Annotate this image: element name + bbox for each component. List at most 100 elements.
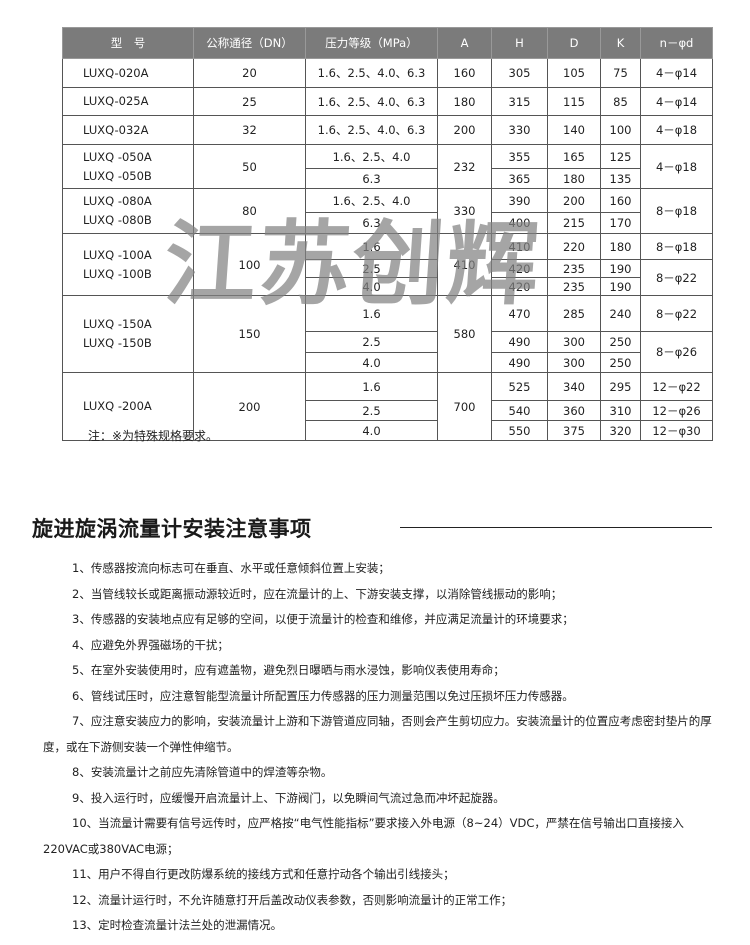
dn-cell: 50 xyxy=(193,144,306,189)
list-item: 1、传感器按流向标志可在垂直、水平或任意倾斜位置上安装； xyxy=(72,561,390,575)
k-cell: 295 xyxy=(600,372,641,401)
h-cell: 355 xyxy=(491,144,548,169)
k-cell: 170 xyxy=(600,212,641,234)
d-cell: 220 xyxy=(547,233,601,260)
table-header-row: 型 号 公称通径（DN） 压力等级（MPa） A H D K n－φd xyxy=(62,27,713,59)
list-item: 5、在室外安装使用时，应有遮盖物，避免烈日曝晒与雨水浸蚀，影响仪表使用寿命； xyxy=(72,663,505,677)
list-item: 7、应注意安装应力的影响，安装流量计上游和下游管道应同轴，否则会产生剪切应力。安… xyxy=(43,714,712,754)
a-cell: 330 xyxy=(437,188,492,234)
a-cell: 580 xyxy=(437,295,492,373)
spec-table: 型 号 公称通径（DN） 压力等级（MPa） A H D K n－φd LUXQ… xyxy=(62,27,713,441)
h-cell: 420 xyxy=(491,259,548,278)
d-cell: 360 xyxy=(547,400,601,421)
list-item: 10、当流量计需要有信号远传时，应严格按“电气性能指标”要求接入外电源（8~24… xyxy=(43,816,684,856)
a-cell: 700 xyxy=(437,372,492,441)
pressure-cell: 1.6、2.5、4.0 xyxy=(305,144,438,169)
dn-cell: 100 xyxy=(193,233,306,296)
pressure-cell: 1.6 xyxy=(305,233,438,260)
k-cell: 135 xyxy=(600,168,641,189)
d-cell: 300 xyxy=(547,331,601,353)
table-row: LUXQ -100A LUXQ -100B 100 1.6 410 410 220 180 8－… xyxy=(62,233,713,296)
n-phi-d-cell: 8－φ18 xyxy=(640,233,713,260)
h-cell: 315 xyxy=(491,87,548,116)
h-cell: 490 xyxy=(491,352,548,373)
a-cell: 200 xyxy=(437,115,492,145)
k-cell: 100 xyxy=(600,115,641,145)
table-row: LUXQ -200A 200 1.6 700 525 340 295 12－φ22 xyxy=(62,372,713,441)
d-cell: 375 xyxy=(547,420,601,441)
k-cell: 85 xyxy=(600,87,641,116)
table-row: LUXQ-025A 25 1.6、2.5、4.0、6.3 180 315 115 85 4－φ… xyxy=(62,87,713,116)
list-item: 4、应避免外界强磁场的干扰； xyxy=(72,637,229,652)
model-cell: LUXQ -200A xyxy=(62,372,194,441)
n-phi-d-cell: 4－φ18 xyxy=(640,144,713,189)
a-cell: 160 xyxy=(437,58,492,88)
header-n-phi-d: n－φd xyxy=(640,27,713,59)
table-row: 2.5 490 300 250 8－φ26 xyxy=(63,331,713,373)
n-phi-d-cell: 12－φ26 xyxy=(640,400,713,421)
h-cell: 490 xyxy=(491,331,548,353)
pressure-cell: 4.0 xyxy=(305,420,438,441)
d-cell: 285 xyxy=(547,295,601,332)
header-d: D xyxy=(547,27,601,59)
n-phi-d-cell: 4－φ14 xyxy=(640,58,713,88)
n-phi-d-cell: 12－φ22 xyxy=(640,372,713,401)
pressure-cell: 4.0 xyxy=(305,352,438,373)
h-cell: 550 xyxy=(491,420,548,441)
header-a: A xyxy=(437,27,492,59)
list-item: 11、用户不得自行更改防爆系统的接线方式和任意拧动各个输出引线接头； xyxy=(72,867,455,881)
dn-cell: 200 xyxy=(193,372,306,441)
d-cell: 215 xyxy=(547,212,601,234)
table-row: LUXQ -080A LUXQ -080B 80 1.6、2.5、4.0 330 390 2… xyxy=(62,188,713,234)
k-cell: 160 xyxy=(600,188,641,213)
dn-cell: 20 xyxy=(193,58,306,88)
list-item: 13、定时检查流量计法兰处的泄漏情况。 xyxy=(72,918,283,932)
pressure-cell: 1.6、2.5、4.0 xyxy=(305,188,438,213)
h-cell: 330 xyxy=(491,115,548,145)
pressure-cell: 4.0 xyxy=(305,277,438,296)
d-cell: 340 xyxy=(547,372,601,401)
dn-cell: 150 xyxy=(193,295,306,373)
n-phi-d-cell: 8－φ18 xyxy=(640,188,713,234)
h-cell: 540 xyxy=(491,400,548,421)
table-row: 6.3 365 180 135 xyxy=(63,168,713,189)
d-cell: 105 xyxy=(547,58,601,88)
h-cell: 365 xyxy=(491,168,548,189)
pressure-cell: 2.5 xyxy=(305,259,438,278)
n-phi-d-cell: 8－φ22 xyxy=(640,259,713,296)
instruction-list: 1、传感器按流向标志可在垂直、水平或任意倾斜位置上安装； 2、当管线较长或距离振… xyxy=(43,556,713,939)
list-item: 6、管线试压时，应注意智能型流量计所配置压力传感器的压力测量范围以免过压损坏压力… xyxy=(72,688,574,703)
k-cell: 180 xyxy=(600,233,641,260)
model-cell: LUXQ -150A LUXQ -150B xyxy=(62,295,194,373)
table-row: 4.0 490 300 250 xyxy=(63,352,713,373)
d-cell: 300 xyxy=(547,352,601,373)
h-cell: 525 xyxy=(491,372,548,401)
header-pressure: 压力等级（MPa） xyxy=(305,27,438,59)
n-phi-d-cell: 12－φ30 xyxy=(640,420,713,441)
model-cell: LUXQ-032A xyxy=(62,115,194,145)
pressure-cell: 1.6 xyxy=(305,372,438,401)
h-cell: 305 xyxy=(491,58,548,88)
d-cell: 180 xyxy=(547,168,601,189)
d-cell: 115 xyxy=(547,87,601,116)
a-cell: 410 xyxy=(437,233,492,296)
k-cell: 125 xyxy=(600,144,641,169)
table-row: 2.5 420 235 190 8－φ22 xyxy=(63,259,713,296)
table-row: 4.0 550 375 320 12－φ30 xyxy=(63,420,713,441)
pressure-cell: 2.5 xyxy=(305,400,438,421)
table-row: LUXQ-032A 32 1.6、2.5、4.0、6.3 200 330 140 100 4－… xyxy=(62,115,713,145)
pressure-cell: 1.6、2.5、4.0、6.3 xyxy=(305,58,438,88)
d-cell: 235 xyxy=(547,259,601,278)
h-cell: 390 xyxy=(491,188,548,213)
header-h: H xyxy=(491,27,548,59)
dn-cell: 25 xyxy=(193,87,306,116)
n-phi-d-cell: 8－φ22 xyxy=(640,295,713,332)
k-cell: 240 xyxy=(600,295,641,332)
dn-cell: 80 xyxy=(193,188,306,234)
list-item: 2、当管线较长或距离振动源较近时，应在流量计的上、下游安装支撑，以消除管线振动的… xyxy=(72,586,563,601)
list-item: 12、流量计运行时，不允许随意打开后盖改动仪表参数，否则影响流量计的正常工作； xyxy=(72,892,513,907)
pressure-cell: 1.6、2.5、4.0、6.3 xyxy=(305,87,438,116)
pressure-cell: 2.5 xyxy=(305,331,438,353)
model-cell: LUXQ-025A xyxy=(62,87,194,116)
table-row: LUXQ -150A LUXQ -150B 150 1.6 580 470 285 240 8－… xyxy=(62,295,713,373)
